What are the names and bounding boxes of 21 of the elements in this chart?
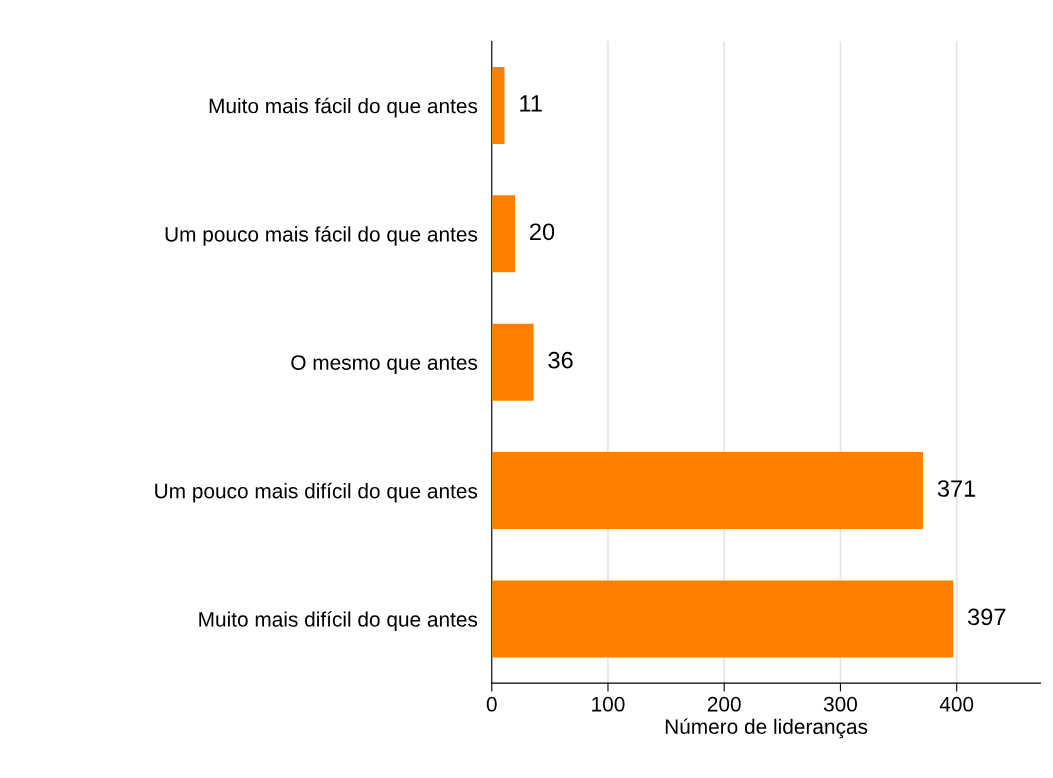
bar <box>491 580 954 658</box>
x-axis-title: Número de lideranças <box>665 718 868 739</box>
x-tick-label: 200 <box>707 696 741 712</box>
data-label: 36 <box>548 351 573 369</box>
y-tick-label: O mesmo que antes <box>291 355 478 375</box>
bar <box>491 195 515 273</box>
bar <box>491 452 923 530</box>
bar <box>491 66 505 144</box>
bar <box>491 323 534 401</box>
data-label: 371 <box>937 480 976 497</box>
data-label: 20 <box>530 223 555 241</box>
data-label: 397 <box>967 608 1006 626</box>
x-tick-label: 300 <box>823 696 858 712</box>
x-tick-label: 400 <box>939 696 974 712</box>
x-tick-label: 0 <box>486 696 497 712</box>
y-tick-label: Um pouco mais difícil do que antes <box>155 482 478 503</box>
x-tick-label: 100 <box>592 696 625 712</box>
y-tick-label: Um pouco mais fácil do que antes <box>165 226 478 246</box>
y-tick-label: Muito mais difícil do que antes <box>199 611 478 631</box>
data-label: 11 <box>520 95 542 112</box>
y-tick-label: Muito mais fácil do que antes <box>209 97 478 118</box>
